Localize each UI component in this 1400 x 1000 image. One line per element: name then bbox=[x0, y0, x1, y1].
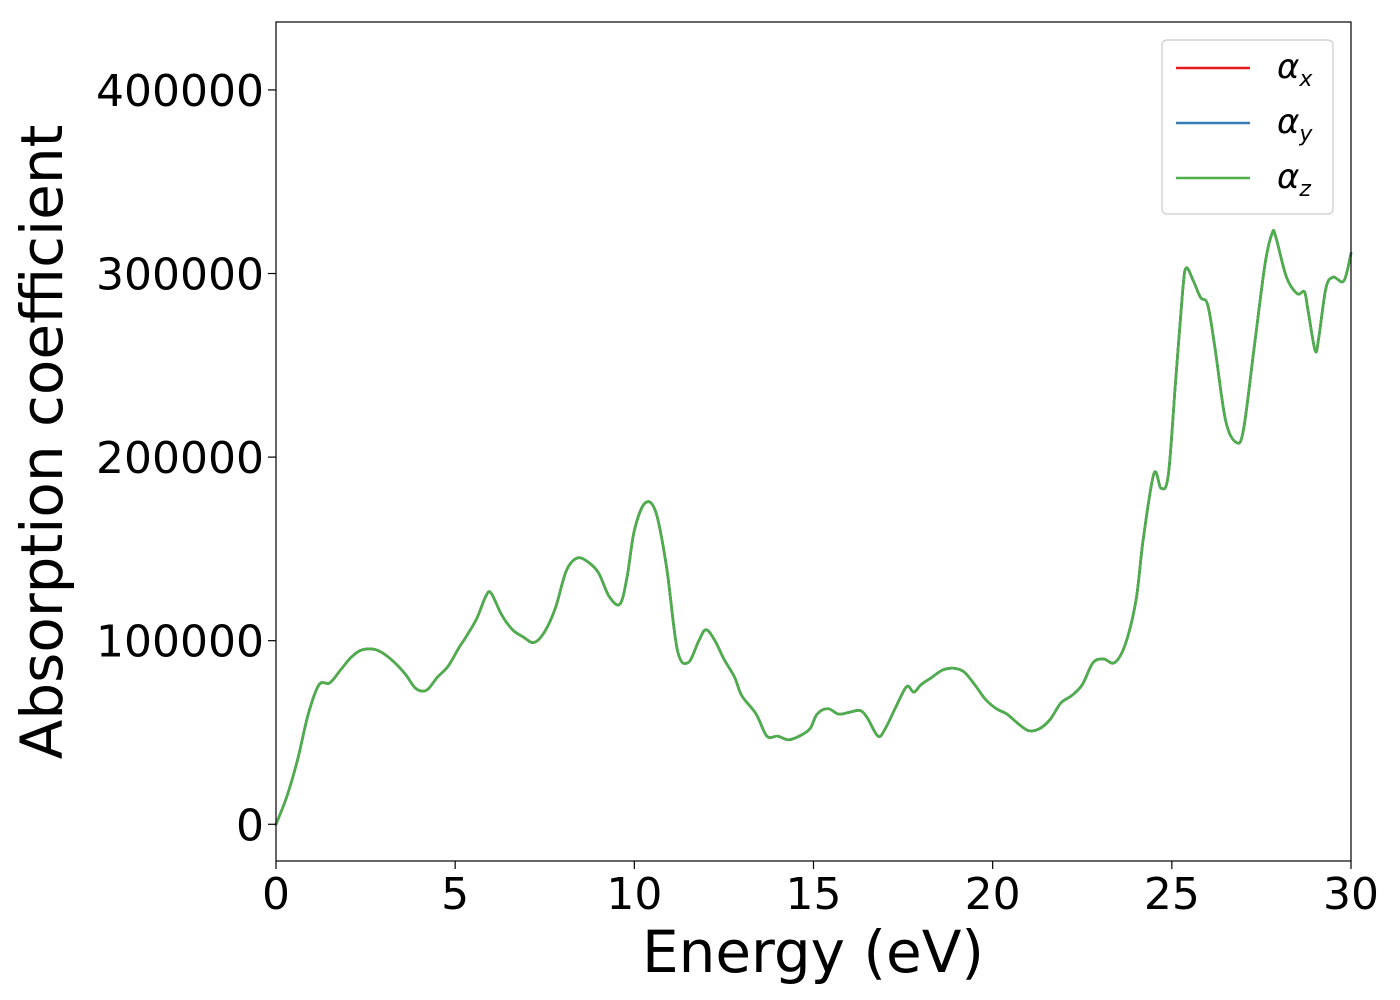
legend-items: αx αy αz bbox=[1176, 47, 1313, 202]
series-line-x bbox=[274, 229, 1353, 826]
legend-label-z: αz bbox=[1277, 157, 1311, 202]
x-tick-label: 25 bbox=[1144, 869, 1200, 920]
y-tick-label: 200000 bbox=[96, 433, 264, 484]
legend-box bbox=[1161, 39, 1334, 215]
y-tick-label: 400000 bbox=[96, 66, 264, 117]
y-tick-label: 100000 bbox=[96, 617, 264, 668]
legend-label-y: αy bbox=[1277, 102, 1313, 147]
legend: αx αy αz bbox=[1161, 39, 1334, 215]
x-axis: 0 5 10 15 20 25 30 bbox=[262, 861, 1379, 920]
y-axis-title: Absorption coefficient bbox=[8, 125, 76, 760]
y-tick-label: 0 bbox=[236, 800, 264, 851]
x-tick-label: 0 bbox=[262, 869, 290, 920]
series-line-y bbox=[274, 229, 1353, 826]
series-line-z bbox=[274, 229, 1353, 826]
x-tick-label: 15 bbox=[786, 869, 842, 920]
x-tick-label: 20 bbox=[965, 869, 1021, 920]
y-tick-label: 300000 bbox=[96, 250, 264, 301]
x-tick-label: 5 bbox=[441, 869, 469, 920]
x-tick-label: 30 bbox=[1323, 869, 1379, 920]
x-axis-title: Energy (eV) bbox=[642, 918, 984, 986]
x-tick-label: 10 bbox=[606, 869, 662, 920]
y-axis: 0 100000 200000 300000 400000 bbox=[96, 66, 276, 851]
legend-label-x: αx bbox=[1277, 47, 1313, 92]
series-layer bbox=[274, 229, 1353, 826]
